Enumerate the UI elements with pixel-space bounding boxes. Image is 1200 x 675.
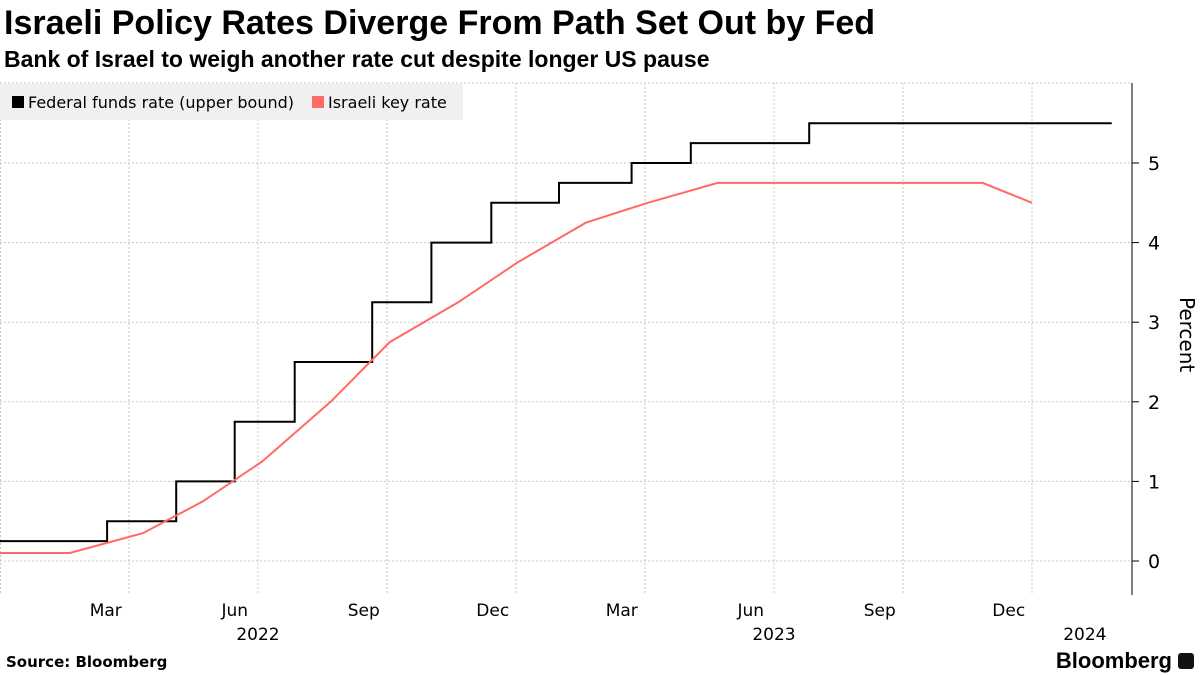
series-line-fed (0, 122, 1112, 543)
legend-label-israel: Israeli key rate (328, 92, 447, 112)
y-tick-label: 2 (1148, 392, 1160, 414)
x-tick-label: Mar (90, 601, 122, 621)
y-tick-label: 1 (1148, 471, 1160, 493)
x-year-label: 2022 (236, 625, 279, 645)
x-tick-label: Jun (220, 601, 248, 621)
x-year-label: 2023 (752, 625, 795, 645)
series-line-israel (0, 181, 1033, 554)
legend: Federal funds rate (upper bound) Israeli… (0, 84, 463, 120)
y-tick-label: 3 (1148, 312, 1160, 334)
x-year-label: 2024 (1063, 625, 1106, 645)
y-tick-label: 5 (1148, 153, 1160, 175)
legend-item-israel: Israeli key rate (300, 93, 447, 112)
x-tick-label: Mar (606, 601, 638, 621)
bloomberg-chart-icon (1178, 653, 1194, 669)
chart-title: Israeli Policy Rates Diverge From Path S… (4, 4, 876, 42)
source-note: Source: Bloomberg (6, 653, 168, 671)
y-axis-label: Percent (1175, 297, 1199, 373)
y-tick-label: 4 (1148, 233, 1160, 255)
x-tick-label: Dec (476, 601, 509, 621)
chart-subtitle: Bank of Israel to weigh another rate cut… (4, 46, 710, 72)
x-tick-label: Sep (864, 601, 896, 621)
x-tick-label: Jun (736, 601, 764, 621)
x-tick-label: Dec (992, 601, 1025, 621)
bloomberg-logo: Bloomberg (1055, 648, 1172, 673)
legend-label-fed: Federal funds rate (upper bound) (28, 92, 294, 112)
x-tick-label: Sep (348, 601, 380, 621)
legend-item-fed: Federal funds rate (upper bound) (0, 93, 294, 112)
legend-swatch-fed (12, 96, 24, 108)
legend-swatch-israel (312, 96, 324, 108)
y-tick-label: 0 (1148, 551, 1160, 573)
